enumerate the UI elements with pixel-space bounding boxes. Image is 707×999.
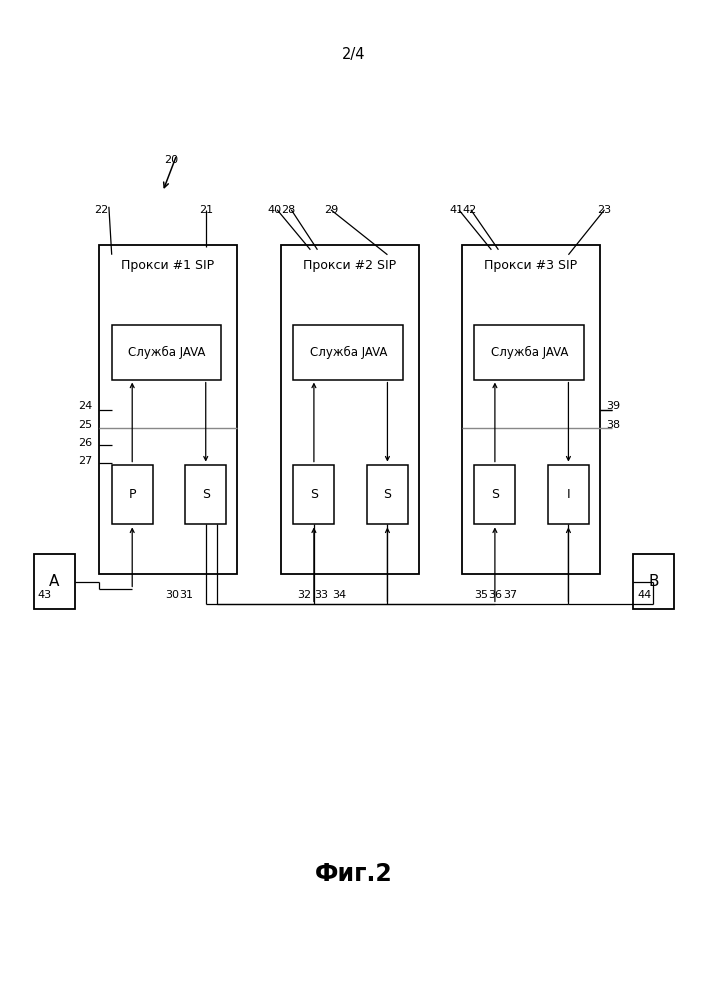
Text: 34: 34 xyxy=(332,590,346,600)
Text: S: S xyxy=(383,488,392,501)
Bar xyxy=(474,465,515,524)
Text: 29: 29 xyxy=(324,205,338,215)
Text: 30: 30 xyxy=(165,590,179,600)
Text: 37: 37 xyxy=(503,590,518,600)
Text: 21: 21 xyxy=(199,205,214,215)
Text: Фиг.2: Фиг.2 xyxy=(315,862,392,886)
Text: S: S xyxy=(310,488,318,501)
Text: 44: 44 xyxy=(638,590,652,600)
Text: Служба JAVA: Служба JAVA xyxy=(310,346,387,359)
Bar xyxy=(633,554,674,609)
Bar xyxy=(367,465,408,524)
Text: S: S xyxy=(201,488,210,501)
Text: 2/4: 2/4 xyxy=(341,47,366,63)
Text: B: B xyxy=(648,574,658,589)
Text: 26: 26 xyxy=(78,438,92,448)
Text: 25: 25 xyxy=(78,420,92,430)
Text: 36: 36 xyxy=(488,590,502,600)
Bar xyxy=(462,245,600,574)
Text: 41: 41 xyxy=(449,205,463,215)
Bar xyxy=(112,465,153,524)
Text: Служба JAVA: Служба JAVA xyxy=(128,346,205,359)
Bar xyxy=(474,325,584,380)
Text: 40: 40 xyxy=(267,205,281,215)
Text: 42: 42 xyxy=(462,205,477,215)
Text: 43: 43 xyxy=(37,590,52,600)
Text: 31: 31 xyxy=(180,590,194,600)
Text: 38: 38 xyxy=(606,420,620,430)
Text: 28: 28 xyxy=(281,205,296,215)
Text: 24: 24 xyxy=(78,401,92,411)
Text: I: I xyxy=(566,488,571,501)
Text: 39: 39 xyxy=(606,401,620,411)
Bar xyxy=(112,325,221,380)
Text: Прокси #3 SIP: Прокси #3 SIP xyxy=(484,259,577,272)
Text: Прокси #2 SIP: Прокси #2 SIP xyxy=(303,259,396,272)
Text: Служба JAVA: Служба JAVA xyxy=(491,346,568,359)
Bar xyxy=(34,554,75,609)
Bar xyxy=(185,465,226,524)
Text: 27: 27 xyxy=(78,456,92,466)
Text: Прокси #1 SIP: Прокси #1 SIP xyxy=(122,259,214,272)
Text: P: P xyxy=(129,488,136,501)
Bar xyxy=(548,465,589,524)
Text: 22: 22 xyxy=(94,205,108,215)
Text: S: S xyxy=(491,488,499,501)
Bar xyxy=(99,245,237,574)
Text: A: A xyxy=(49,574,59,589)
Text: 20: 20 xyxy=(164,155,178,165)
Text: 23: 23 xyxy=(597,205,612,215)
Bar xyxy=(293,325,403,380)
Bar xyxy=(281,245,419,574)
Text: 35: 35 xyxy=(474,590,488,600)
Text: 32: 32 xyxy=(297,590,311,600)
Bar xyxy=(293,465,334,524)
Text: 33: 33 xyxy=(315,590,329,600)
